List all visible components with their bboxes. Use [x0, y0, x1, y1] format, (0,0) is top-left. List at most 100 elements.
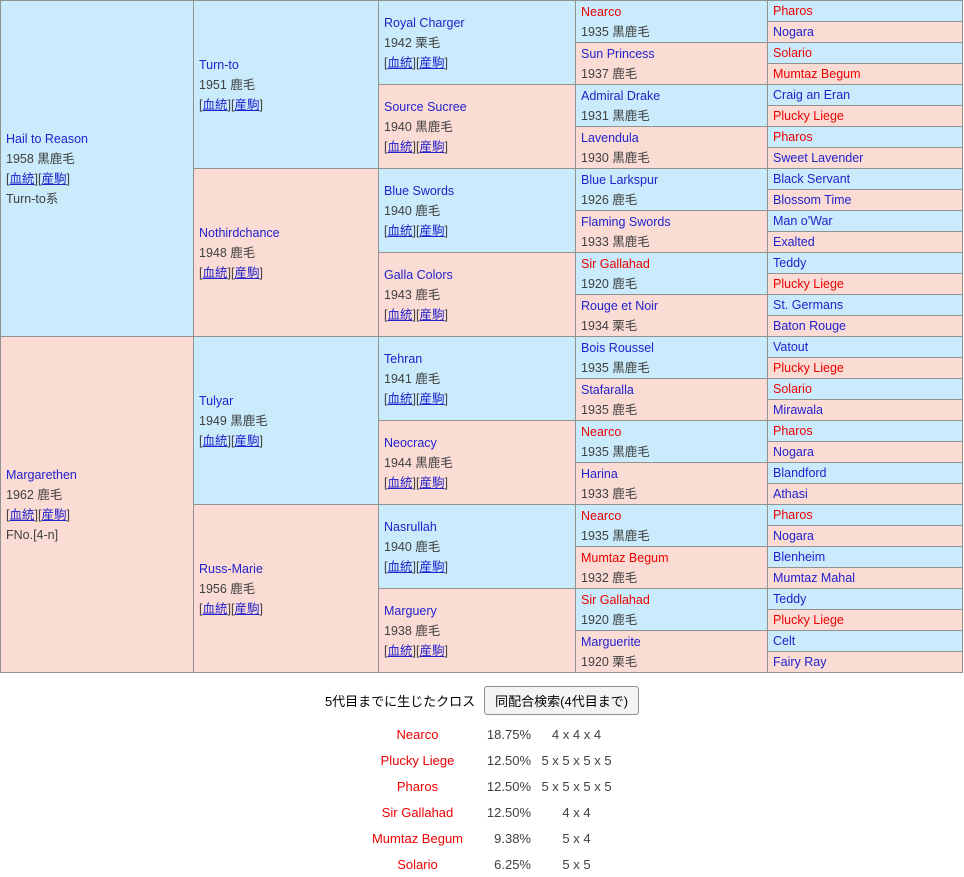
pedigree-cell-gen4: Stafaralla 1935 鹿毛 [575, 378, 768, 421]
horse-year-coat: 1932 鹿毛 [581, 570, 638, 585]
bracket-icon: ] [412, 55, 416, 70]
bloodline-link[interactable]: 血統 [9, 507, 35, 522]
offspring-link[interactable]: 産駒 [419, 55, 445, 70]
offspring-link[interactable]: 産駒 [41, 507, 67, 522]
bloodline-link[interactable]: 血統 [387, 55, 413, 70]
cross-section-label: 5代目までに生じたクロス [324, 694, 476, 709]
pedigree-cell-gen4: Admiral Drake 1931 黒鹿毛 [575, 84, 768, 127]
bracket-icon: ] [444, 475, 448, 490]
offspring-link[interactable]: 産駒 [419, 559, 445, 574]
offspring-link[interactable]: 産駒 [419, 307, 445, 322]
offspring-link[interactable]: 産駒 [419, 139, 445, 154]
pedigree-cell-gen3: Source Sucree 1940 黒鹿毛 [血統][産駒] [378, 84, 576, 169]
cross-percent: 6.25% [494, 856, 531, 872]
pedigree-cell-gen5: Nogara [767, 525, 963, 547]
offspring-link[interactable]: 産駒 [234, 433, 260, 448]
bracket-icon: ] [444, 643, 448, 658]
horse-name: Hail to Reason [6, 131, 88, 146]
horse-year-coat: 1941 鹿毛 [384, 371, 441, 386]
cross-horse-name: Sir Gallahad [381, 804, 454, 820]
offspring-link[interactable]: 産駒 [41, 171, 67, 186]
offspring-link[interactable]: 産駒 [419, 223, 445, 238]
horse-links: [血統][産駒] [384, 137, 573, 157]
pedigree-cell-gen1: Hail to Reason 1958 黒鹿毛 [血統][産駒] Turn-to系 [0, 0, 194, 337]
bracket-icon: ] [259, 601, 263, 616]
horse-extra: FNo.[4-n] [6, 527, 59, 542]
bracket-icon: ] [444, 391, 448, 406]
cross-horse-name: Solario [397, 856, 438, 872]
pedigree-cell-gen5: Nogara [767, 21, 963, 43]
horse-name: Nothirdchance [199, 225, 280, 240]
bloodline-link[interactable]: 血統 [9, 171, 35, 186]
pedigree-cell-gen4: Nearco 1935 黒鹿毛 [575, 0, 768, 43]
pedigree-cell-gen5: Athasi [767, 483, 963, 505]
pedigree-table: Hail to Reason 1958 黒鹿毛 [血統][産駒] Turn-to系 Tu… [0, 0, 963, 673]
horse-name: Teddy [773, 256, 807, 270]
horse-name: Nearco [581, 508, 622, 523]
horse-name: Pharos [773, 508, 813, 522]
bloodline-link[interactable]: 血統 [387, 643, 413, 658]
horse-name: Black Servant [773, 172, 851, 186]
horse-year-coat: 1940 鹿毛 [384, 203, 441, 218]
bloodline-link[interactable]: 血統 [202, 433, 228, 448]
offspring-link[interactable]: 産駒 [234, 601, 260, 616]
bloodline-link[interactable]: 血統 [202, 601, 228, 616]
cross-pattern: 4 x 4 [562, 804, 591, 820]
bloodline-link[interactable]: 血統 [387, 391, 413, 406]
offspring-link[interactable]: 産駒 [419, 391, 445, 406]
bracket-icon: [ [230, 265, 235, 280]
horse-name: Sir Gallahad [581, 256, 650, 271]
offspring-link[interactable]: 産駒 [234, 265, 260, 280]
pedigree-cell-gen4: Sir Gallahad 1920 鹿毛 [575, 588, 768, 631]
horse-name: Plucky Liege [773, 277, 844, 291]
cross-horse-name: Pharos [396, 778, 439, 794]
pedigree-cell-gen5: Teddy [767, 588, 963, 610]
pedigree-cell-gen5: Plucky Liege [767, 357, 963, 379]
pedigree-cell-gen5: Pharos [767, 0, 963, 22]
bracket-icon: [ [6, 507, 10, 522]
pedigree-cell-gen3: Tehran 1941 鹿毛 [血統][産駒] [378, 336, 576, 421]
horse-year-coat: 1933 鹿毛 [581, 486, 638, 501]
pedigree-cell-gen5: Sweet Lavender [767, 147, 963, 169]
offspring-link[interactable]: 産駒 [419, 475, 445, 490]
same-breeding-search-button[interactable]: 同配合検索(4代目まで) [484, 686, 640, 715]
horse-name: Tulyar [199, 393, 234, 408]
pedigree-cell-gen4: Nearco 1935 黒鹿毛 [575, 420, 768, 463]
horse-name: Mumtaz Mahal [773, 571, 855, 585]
bloodline-link[interactable]: 血統 [387, 559, 413, 574]
bloodline-link[interactable]: 血統 [387, 223, 413, 238]
horse-name: Galla Colors [384, 267, 453, 282]
pedigree-cell-gen5: Black Servant [767, 168, 963, 190]
horse-year-coat: 1962 鹿毛 [6, 487, 63, 502]
bloodline-link[interactable]: 血統 [387, 307, 413, 322]
bloodline-link[interactable]: 血統 [202, 97, 228, 112]
bracket-icon: [ [384, 55, 388, 70]
pedigree-cell-gen5: Pharos [767, 126, 963, 148]
horse-year-coat: 1942 栗毛 [384, 35, 441, 50]
offspring-link[interactable]: 産駒 [234, 97, 260, 112]
pedigree-body: Hail to Reason 1958 黒鹿毛 [血統][産駒] Turn-to系 Tu… [0, 0, 963, 673]
bloodline-link[interactable]: 血統 [202, 265, 228, 280]
horse-year-coat: 1951 鹿毛 [199, 77, 256, 92]
horse-name: Sweet Lavender [773, 151, 864, 165]
pedigree-cell-gen5: Craig an Eran [767, 84, 963, 106]
pedigree-cell-gen5: Plucky Liege [767, 273, 963, 295]
bloodline-link[interactable]: 血統 [387, 139, 413, 154]
horse-year-coat: 1940 黒鹿毛 [384, 119, 453, 134]
bracket-icon: [ [415, 223, 420, 238]
bloodline-link[interactable]: 血統 [387, 475, 413, 490]
horse-links: [血統][産駒] [384, 473, 573, 493]
horse-links: [血統][産駒] [199, 263, 376, 283]
bracket-icon: [ [384, 139, 388, 154]
cross-pattern: 4 x 4 x 4 [551, 726, 602, 742]
horse-links: [血統][産駒] [199, 95, 376, 115]
bracket-icon: ] [444, 223, 448, 238]
horse-name: Fairy Ray [773, 655, 827, 669]
bracket-icon: ] [412, 307, 416, 322]
cross-pattern: 5 x 5 x 5 x 5 [541, 752, 612, 768]
horse-name: Solario [773, 46, 812, 60]
bracket-icon: ] [412, 139, 416, 154]
pedigree-cell-gen4: Lavendula 1930 黒鹿毛 [575, 126, 768, 169]
offspring-link[interactable]: 産駒 [419, 643, 445, 658]
horse-name: Stafaralla [581, 382, 634, 397]
